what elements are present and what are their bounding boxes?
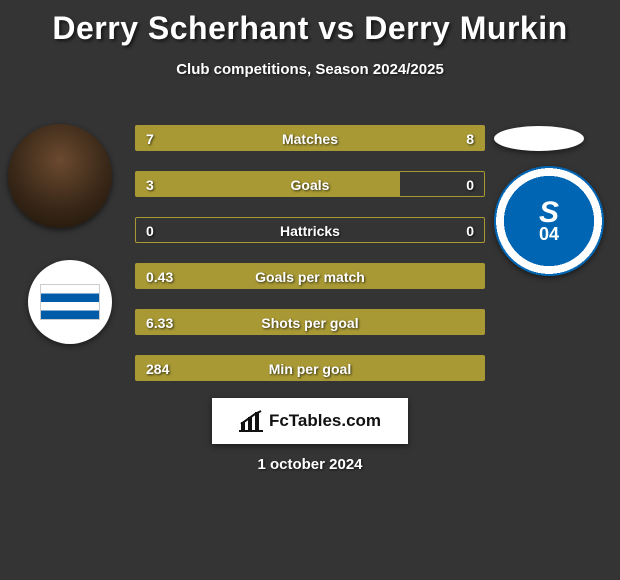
player-left-photo xyxy=(8,124,112,228)
player-right-club-logo: S 04 xyxy=(494,166,604,276)
stat-row: 00Hattricks xyxy=(135,217,485,243)
stat-label: Min per goal xyxy=(136,356,484,382)
stat-label: Matches xyxy=(136,126,484,152)
stat-row: 30Goals xyxy=(135,171,485,197)
stat-row: 0.43Goals per match xyxy=(135,263,485,289)
stat-label: Hattricks xyxy=(136,218,484,244)
date: 1 october 2024 xyxy=(0,456,620,473)
brand-badge: FcTables.com xyxy=(212,398,408,444)
stat-label: Goals xyxy=(136,172,484,198)
stat-label: Goals per match xyxy=(136,264,484,290)
stat-label: Shots per goal xyxy=(136,310,484,336)
brand-chart-icon xyxy=(239,410,263,432)
stats-bars: 78Matches 30Goals 00Hattricks 0.43Goals per… xyxy=(135,125,485,401)
stat-row: 6.33Shots per goal xyxy=(135,309,485,335)
page-title: Derry Scherhant vs Derry Murkin xyxy=(0,0,620,47)
hertha-flag-icon xyxy=(40,284,100,320)
stat-row: 284Min per goal xyxy=(135,355,485,381)
stat-row: 78Matches xyxy=(135,125,485,151)
subtitle: Club competitions, Season 2024/2025 xyxy=(0,61,620,78)
brand-text: FcTables.com xyxy=(269,411,381,431)
player-right-nation-flag xyxy=(494,126,584,151)
player-left-club-logo xyxy=(28,260,112,344)
